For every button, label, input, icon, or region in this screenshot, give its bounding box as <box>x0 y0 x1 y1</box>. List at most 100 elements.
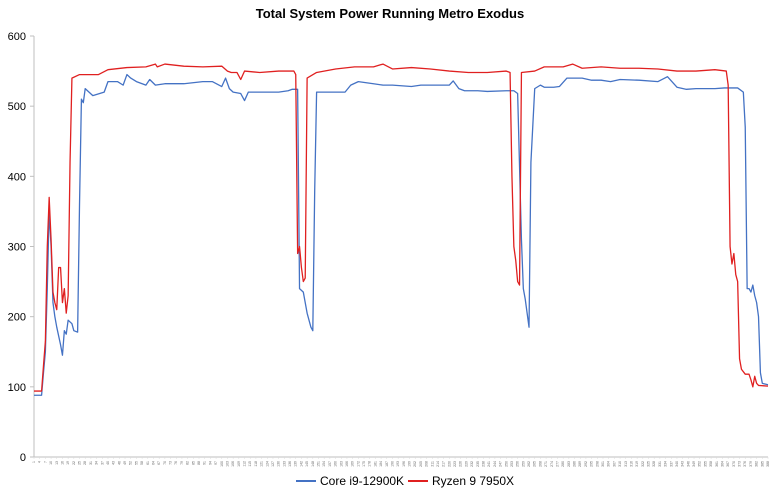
x-tick-label: 94 <box>208 461 212 465</box>
x-tick-label: 370 <box>732 461 736 467</box>
x-tick-label: 265 <box>533 461 537 467</box>
x-tick-label: 40 <box>106 461 110 465</box>
x-tick-label: 244 <box>493 461 497 467</box>
x-tick-label: 49 <box>123 461 127 465</box>
x-tick-label: 250 <box>504 461 508 467</box>
y-tick-label: 500 <box>8 101 26 113</box>
x-tick-label: 223 <box>453 461 457 467</box>
x-tick-label: 379 <box>749 461 753 467</box>
x-tick-label: 19 <box>66 461 70 465</box>
x-tick-label: 166 <box>345 461 349 467</box>
x-tick-label: 385 <box>760 461 764 467</box>
x-tick-label: 82 <box>186 461 190 465</box>
x-tick-label: 301 <box>601 461 605 467</box>
x-tick-label: 31 <box>89 461 93 465</box>
x-tick-label: 277 <box>555 461 559 467</box>
x-tick-label: 334 <box>664 461 668 467</box>
x-tick-label: 205 <box>419 461 423 467</box>
x-tick-label: 46 <box>117 461 121 465</box>
x-tick-label: 16 <box>60 461 64 465</box>
x-tick-label: 271 <box>544 461 548 467</box>
x-tick-label: 28 <box>83 461 87 465</box>
y-tick-label: 100 <box>8 382 26 394</box>
x-tick-label: 382 <box>755 461 759 467</box>
x-tick-label: 268 <box>538 461 542 467</box>
x-tick-label: 199 <box>408 461 412 467</box>
x-tick-label: 61 <box>146 461 150 465</box>
x-tick-label: 25 <box>78 461 82 465</box>
x-tick-label: 136 <box>288 461 292 467</box>
x-tick-label: 319 <box>635 461 639 467</box>
x-tick-label: 325 <box>647 461 651 467</box>
x-tick-label: 226 <box>459 461 463 467</box>
x-tick-label: 160 <box>334 461 338 467</box>
x-tick-label: 175 <box>362 461 366 467</box>
x-tick-label: 247 <box>499 461 503 467</box>
x-tick-label: 331 <box>658 461 662 467</box>
x-tick-label: 217 <box>442 461 446 467</box>
x-tick-label: 157 <box>328 461 332 467</box>
x-tick-label: 274 <box>550 461 554 467</box>
x-tick-label: 238 <box>482 461 486 467</box>
x-tick-label: 34 <box>95 461 99 465</box>
x-tick-label: 232 <box>470 461 474 467</box>
x-tick-label: 190 <box>390 461 394 467</box>
x-tick-label: 253 <box>510 461 514 467</box>
x-tick-label: 163 <box>339 461 343 467</box>
x-tick-label: 220 <box>447 461 451 467</box>
x-tick-label: 133 <box>282 461 286 467</box>
x-tick-label: 349 <box>692 461 696 467</box>
x-tick-label: 196 <box>402 461 406 467</box>
x-tick-label: 169 <box>351 461 355 467</box>
x-tick-label: 145 <box>305 461 309 467</box>
x-axis-ticks: 1 4 7 10 13 16 19 22 25 28 31 34 37 40 43 46 49 52 55 58 61 6… <box>32 457 770 467</box>
x-tick-label: 235 <box>476 461 480 467</box>
x-tick-label: 7 <box>43 461 47 463</box>
legend: Core i9-12900K Ryzen 9 7950X <box>296 474 514 488</box>
x-tick-label: 310 <box>618 461 622 467</box>
x-tick-label: 184 <box>379 461 383 467</box>
legend-label-ryzen-9-7950x: Ryzen 9 7950X <box>432 474 514 488</box>
x-tick-label: 151 <box>316 461 320 467</box>
x-tick-label: 355 <box>703 461 707 467</box>
x-tick-label: 64 <box>151 461 155 465</box>
x-tick-label: 139 <box>294 461 298 467</box>
x-tick-label: 322 <box>641 461 645 467</box>
x-tick-label: 52 <box>129 461 133 465</box>
x-tick-label: 346 <box>686 461 690 467</box>
x-tick-label: 43 <box>112 461 116 465</box>
x-tick-label: 211 <box>430 461 434 467</box>
series-line-core-i9-12900k <box>34 73 769 396</box>
x-tick-label: 313 <box>624 461 628 467</box>
x-tick-label: 22 <box>72 461 76 465</box>
x-tick-label: 193 <box>396 461 400 467</box>
x-tick-label: 361 <box>715 461 719 467</box>
x-tick-label: 103 <box>225 461 229 467</box>
x-tick-label: 67 <box>157 461 161 465</box>
x-tick-label: 100 <box>220 461 224 467</box>
x-tick-label: 280 <box>561 461 565 467</box>
x-tick-label: 367 <box>726 461 730 467</box>
x-tick-label: 55 <box>134 461 138 465</box>
x-tick-label: 283 <box>567 461 571 467</box>
x-tick-label: 337 <box>669 461 673 467</box>
x-tick-label: 109 <box>237 461 241 467</box>
x-tick-label: 241 <box>487 461 491 467</box>
x-tick-label: 148 <box>311 461 315 467</box>
x-tick-label: 187 <box>385 461 389 467</box>
x-tick-label: 130 <box>277 461 281 467</box>
x-tick-label: 91 <box>203 461 207 465</box>
x-tick-label: 4 <box>38 461 42 463</box>
x-tick-label: 13 <box>55 461 59 465</box>
x-tick-label: 1 <box>32 461 36 463</box>
x-tick-label: 88 <box>197 461 201 465</box>
x-tick-label: 256 <box>516 461 520 467</box>
x-tick-label: 70 <box>163 461 167 465</box>
x-tick-label: 352 <box>698 461 702 467</box>
x-tick-label: 118 <box>254 461 258 467</box>
x-tick-label: 124 <box>265 461 269 467</box>
x-tick-label: 229 <box>464 461 468 467</box>
x-tick-label: 154 <box>322 461 326 467</box>
